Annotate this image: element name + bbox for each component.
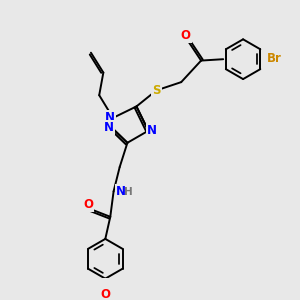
Text: O: O (83, 198, 93, 211)
Text: N: N (147, 124, 157, 137)
Text: Br: Br (267, 52, 282, 65)
Text: H: H (124, 187, 132, 197)
Text: O: O (100, 289, 110, 300)
Text: N: N (104, 121, 114, 134)
Text: O: O (181, 29, 190, 42)
Text: S: S (152, 84, 160, 97)
Text: N: N (116, 185, 125, 198)
Text: N: N (105, 111, 115, 124)
